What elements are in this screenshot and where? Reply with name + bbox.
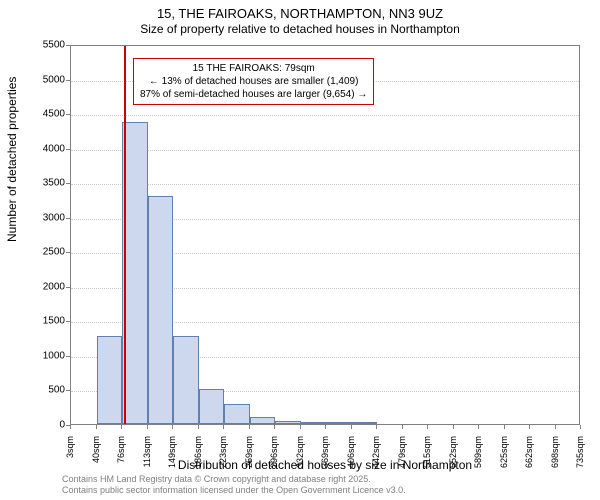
x-tick [351,425,352,429]
x-tick-label: 662sqm [524,436,534,476]
y-tick-label: 3500 [25,178,65,189]
histogram-bar [148,196,174,424]
x-tick-label: 186sqm [193,436,203,476]
annotation-line1: 15 THE FAIROAKS: 79sqm [140,62,367,75]
chart-subtitle: Size of property relative to detached ho… [0,22,600,36]
annotation-line3: 87% of semi-detached houses are larger (… [140,88,367,101]
x-tick [121,425,122,429]
x-tick [147,425,148,429]
y-tick-label: 2500 [25,247,65,258]
x-tick-label: 442sqm [371,436,381,476]
annotation-box: 15 THE FAIROAKS: 79sqm← 13% of detached … [133,58,374,105]
histogram-bar [326,422,352,424]
x-tick [198,425,199,429]
x-tick [172,425,173,429]
y-tick-label: 1500 [25,316,65,327]
footer-attribution: Contains HM Land Registry data © Crown c… [62,474,406,496]
y-tick-label: 0 [25,420,65,431]
y-tick [66,390,70,391]
x-tick-label: 296sqm [269,436,279,476]
x-tick-label: 149sqm [167,436,177,476]
x-tick [325,425,326,429]
x-tick-label: 113sqm [142,436,152,476]
histogram-bar [352,422,378,424]
footer-line2: Contains public sector information licen… [62,485,406,496]
chart-title: 15, THE FAIROAKS, NORTHAMPTON, NN3 9UZ [0,6,600,21]
x-tick [223,425,224,429]
histogram-bar [301,422,327,424]
x-tick-label: 223sqm [218,436,228,476]
x-tick-label: 698sqm [550,436,560,476]
x-tick [478,425,479,429]
y-tick [66,218,70,219]
y-tick [66,252,70,253]
y-tick-label: 500 [25,385,65,396]
x-tick-label: 552sqm [448,436,458,476]
x-tick [427,425,428,429]
x-tick [529,425,530,429]
x-tick-label: 735sqm [575,436,585,476]
y-tick [66,114,70,115]
x-tick [402,425,403,429]
y-axis-label: Number of detached properties [5,77,19,242]
y-tick [66,356,70,357]
x-tick [274,425,275,429]
y-tick-label: 4500 [25,109,65,120]
x-tick-label: 479sqm [397,436,407,476]
x-tick-label: 40sqm [91,436,101,476]
property-marker-line [124,46,126,424]
histogram-bar [173,336,199,424]
annotation-line2: ← 13% of detached houses are smaller (1,… [140,75,367,88]
y-tick-label: 5000 [25,74,65,85]
x-tick [580,425,581,429]
x-tick [453,425,454,429]
histogram-bar [199,389,225,424]
histogram-bar [250,417,276,424]
x-tick [504,425,505,429]
x-tick-label: 76sqm [116,436,126,476]
x-tick [70,425,71,429]
plot-area: 15 THE FAIROAKS: 79sqm← 13% of detached … [70,45,580,425]
footer-line1: Contains HM Land Registry data © Crown c… [62,474,406,485]
x-tick-label: 515sqm [422,436,432,476]
x-tick-label: 589sqm [473,436,483,476]
x-tick [96,425,97,429]
y-tick-label: 3000 [25,212,65,223]
y-tick [66,149,70,150]
x-tick-label: 259sqm [244,436,254,476]
y-tick [66,183,70,184]
x-tick-label: 332sqm [295,436,305,476]
x-tick-label: 406sqm [346,436,356,476]
x-tick-label: 625sqm [499,436,509,476]
y-tick-label: 1000 [25,350,65,361]
y-tick [66,80,70,81]
x-tick-label: 369sqm [320,436,330,476]
y-tick-label: 5500 [25,40,65,51]
x-tick [555,425,556,429]
y-tick [66,321,70,322]
histogram-bar [224,404,250,424]
x-tick [249,425,250,429]
x-tick-label: 3sqm [65,436,75,476]
y-tick-label: 2000 [25,281,65,292]
y-tick [66,45,70,46]
x-tick [300,425,301,429]
x-tick [376,425,377,429]
histogram-bar [275,421,301,424]
histogram-bar [97,336,123,424]
y-tick [66,287,70,288]
y-tick-label: 4000 [25,143,65,154]
grid-line [71,115,579,116]
